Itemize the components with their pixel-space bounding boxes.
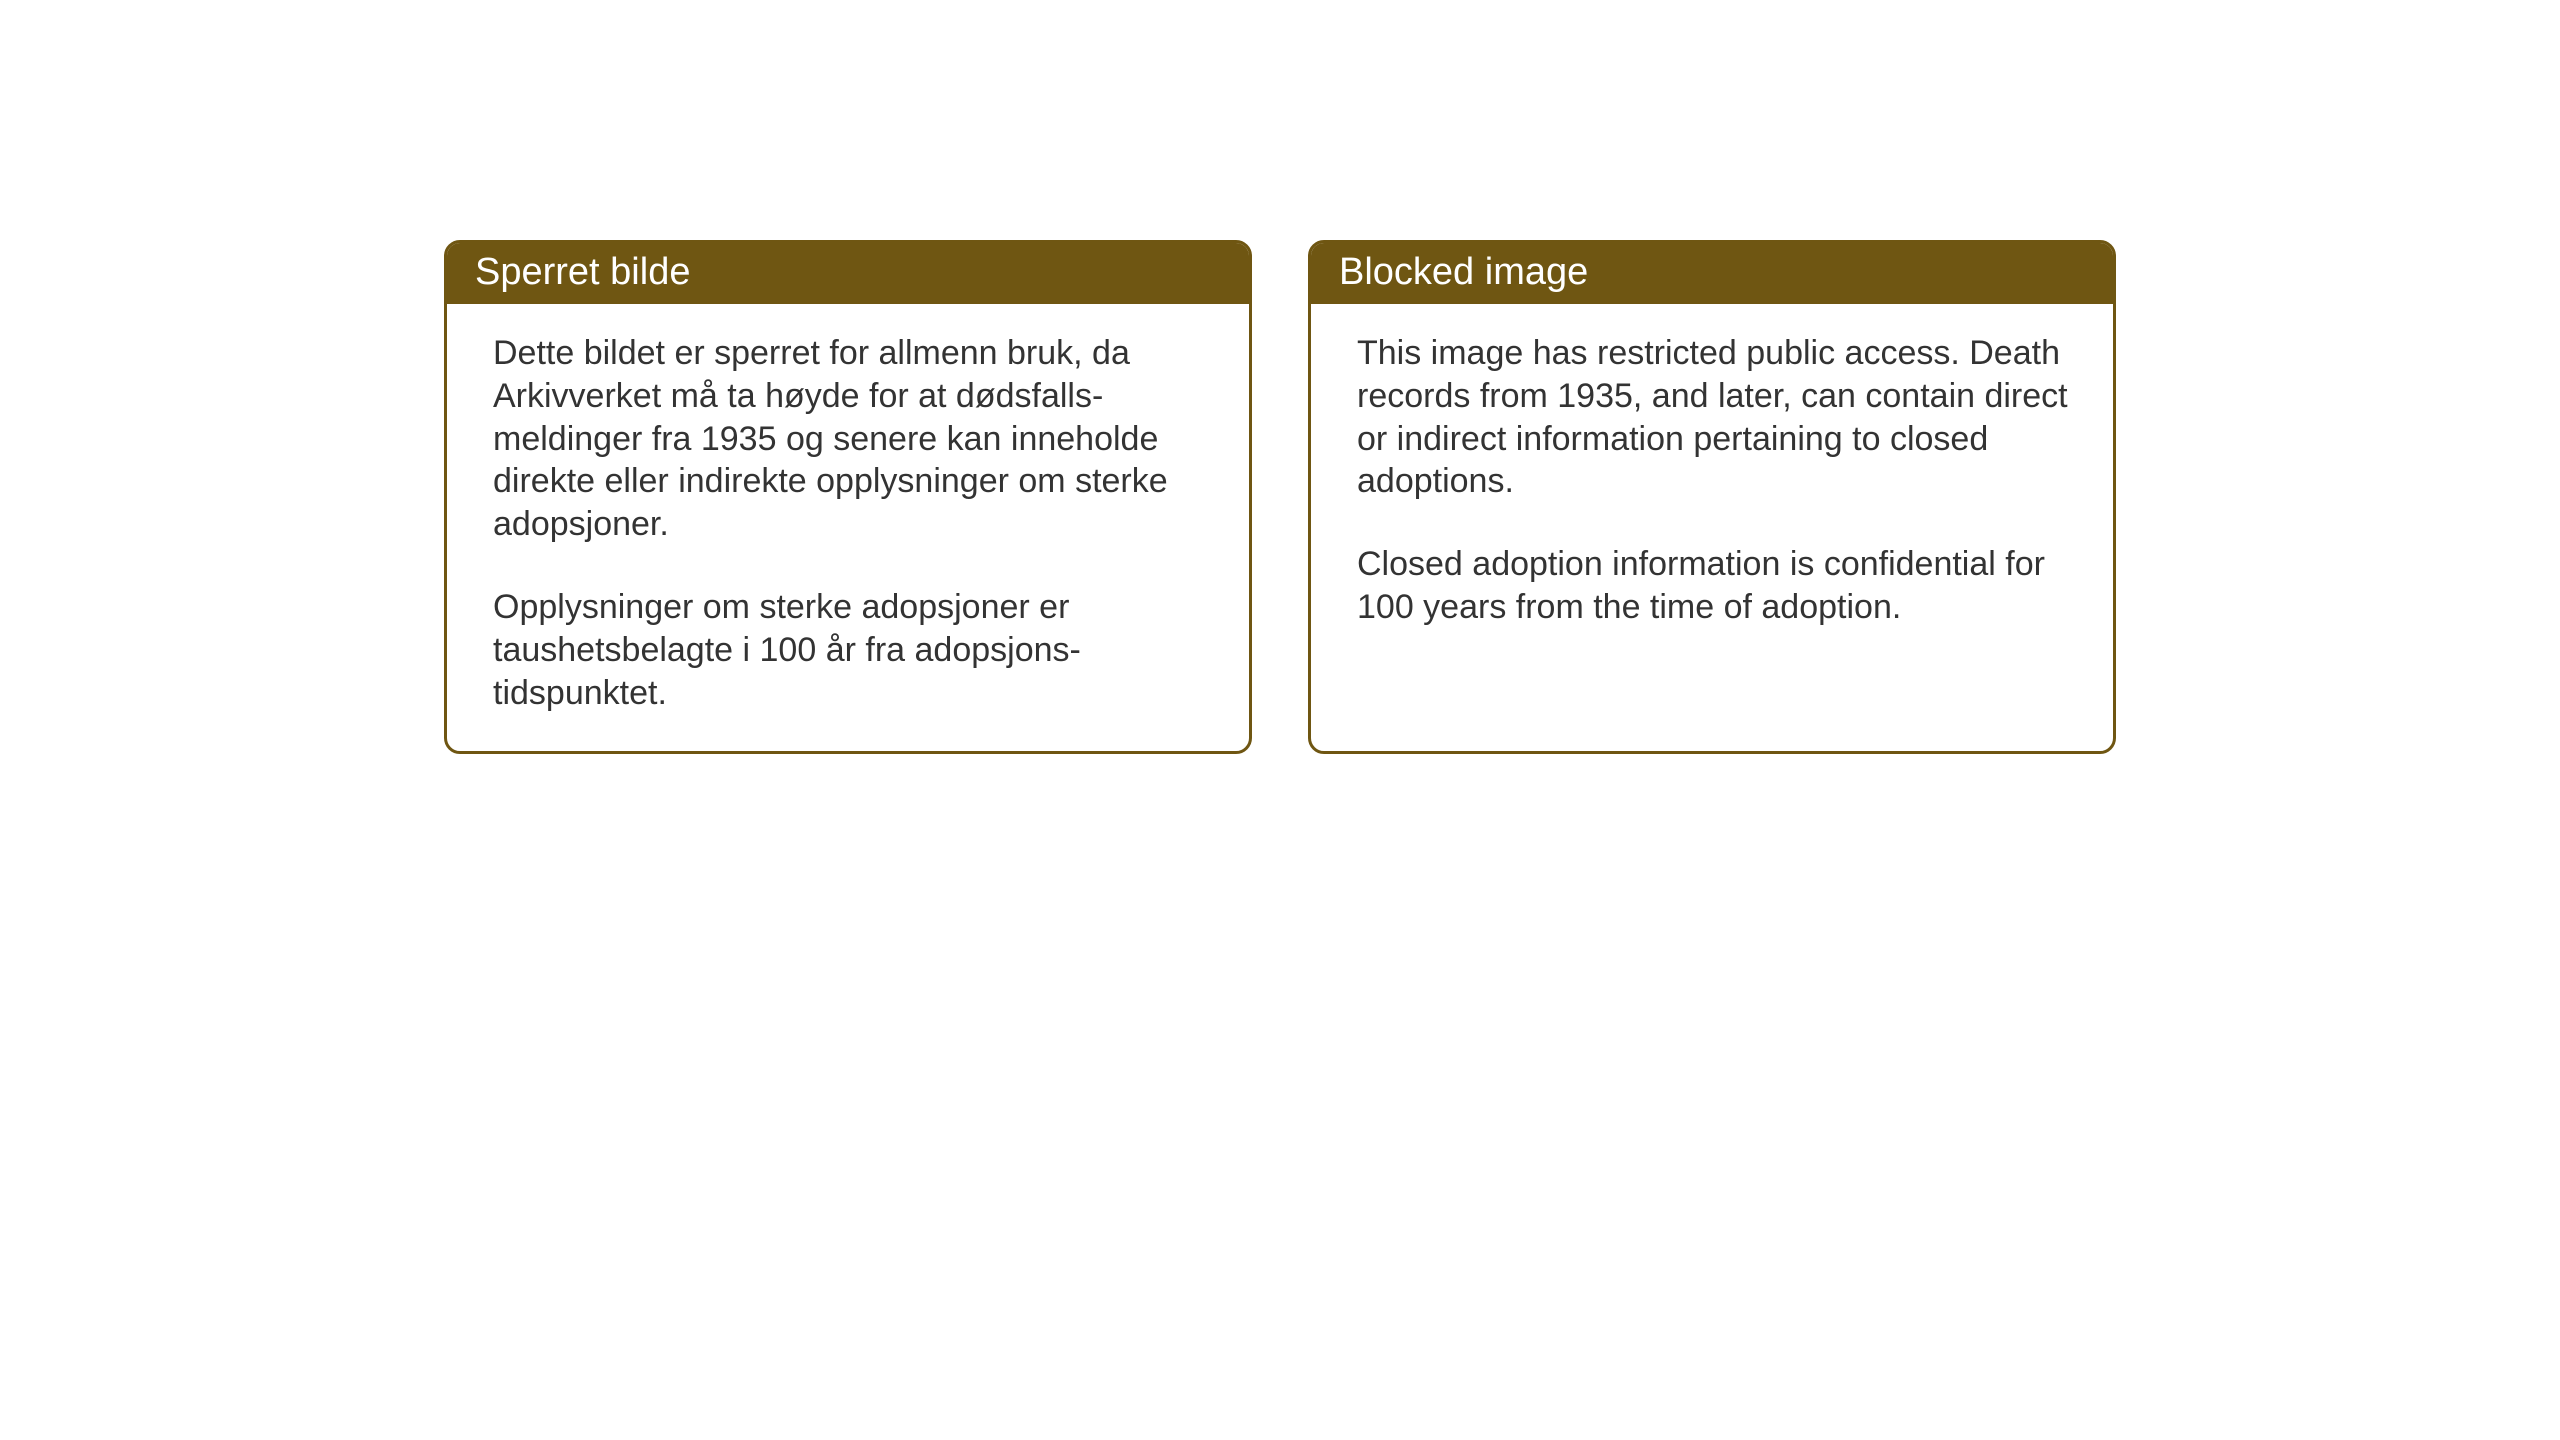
card-paragraph-1: This image has restricted public access.…: [1357, 332, 2071, 503]
card-body-norwegian: Dette bildet er sperret for allmenn bruk…: [447, 304, 1249, 751]
notice-card-norwegian: Sperret bilde Dette bildet er sperret fo…: [444, 240, 1252, 754]
card-header-norwegian: Sperret bilde: [447, 243, 1249, 304]
notice-cards-container: Sperret bilde Dette bildet er sperret fo…: [444, 240, 2116, 754]
card-paragraph-2: Opplysninger om sterke adopsjoner er tau…: [493, 586, 1207, 714]
notice-card-english: Blocked image This image has restricted …: [1308, 240, 2116, 754]
card-body-english: This image has restricted public access.…: [1311, 304, 2113, 737]
card-paragraph-1: Dette bildet er sperret for allmenn bruk…: [493, 332, 1207, 546]
card-paragraph-2: Closed adoption information is confident…: [1357, 543, 2071, 629]
card-header-english: Blocked image: [1311, 243, 2113, 304]
